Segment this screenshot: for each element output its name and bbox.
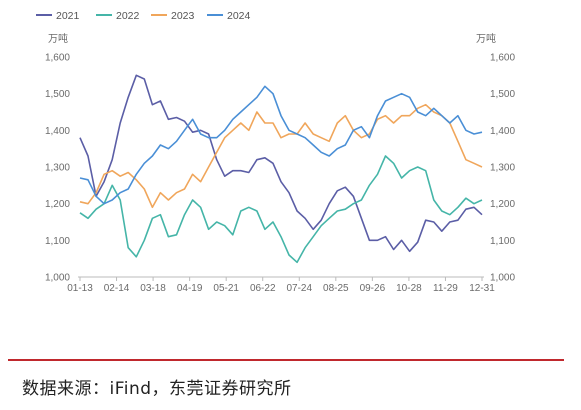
legend-label: 2023 bbox=[171, 10, 195, 22]
y-tick-label-left: 1,000 bbox=[45, 273, 70, 284]
x-tick-label: 01-13 bbox=[67, 283, 93, 294]
legend-item-2023[interactable]: 2023 bbox=[151, 10, 195, 22]
y-tick-label-left: 1,500 bbox=[45, 89, 70, 100]
x-tick-label: 09-26 bbox=[360, 283, 386, 294]
series-line-2022 bbox=[79, 155, 483, 264]
x-tick-label: 12-31 bbox=[469, 283, 495, 294]
legend-item-2022[interactable]: 2022 bbox=[96, 10, 140, 22]
x-tick-label: 06-22 bbox=[250, 283, 276, 294]
series-line-2021 bbox=[79, 74, 483, 253]
y-tick-label-left: 1,200 bbox=[45, 199, 70, 210]
y-tick-label-right: 1,500 bbox=[490, 89, 515, 100]
series-line-2024 bbox=[79, 85, 483, 205]
x-tick-label: 05-21 bbox=[213, 283, 239, 294]
y-tick-label-left: 1,400 bbox=[45, 126, 70, 137]
x-tick-label: 04-19 bbox=[177, 283, 203, 294]
legend-label: 2022 bbox=[116, 10, 140, 22]
legend-item-2024[interactable]: 2024 bbox=[207, 10, 251, 22]
y-tick-label-left: 1,300 bbox=[45, 163, 70, 174]
y-tick-label-right: 1,000 bbox=[490, 273, 515, 284]
y-tick-label-left: 1,100 bbox=[45, 236, 70, 247]
y-tick-label-right: 1,100 bbox=[490, 236, 515, 247]
x-tick-label: 11-29 bbox=[433, 283, 458, 294]
y-tick-label-right: 1,600 bbox=[490, 53, 515, 64]
source-note: 数据来源：iFind，东莞证券研究所 bbox=[22, 379, 292, 399]
x-tick-label: 03-18 bbox=[140, 283, 166, 294]
series-line-2023 bbox=[79, 103, 483, 209]
series-lines bbox=[79, 74, 483, 264]
x-axis: 01-13 02-14 03-18 04-19 05-21 06-22 07-24 08-25… bbox=[67, 277, 495, 294]
x-tick-label: 07-24 bbox=[286, 283, 312, 294]
y-tick-label-right: 1,200 bbox=[490, 199, 515, 210]
x-tick-label: 08-25 bbox=[323, 283, 349, 294]
x-tick-label: 02-14 bbox=[104, 283, 130, 294]
legend: 2021 2022 2023 2024 bbox=[36, 10, 251, 22]
y-axis-right: 1,000 1,100 1,200 1,300 1,400 1,500 1,600 bbox=[490, 53, 515, 284]
x-tick-label: 10-28 bbox=[396, 283, 422, 294]
source-divider bbox=[8, 359, 564, 361]
left-unit-label: 万吨 bbox=[48, 32, 68, 45]
y-axis-left: 1,000 1,100 1,200 1,300 1,400 1,500 1,600 bbox=[45, 53, 70, 284]
y-tick-label-right: 1,400 bbox=[490, 126, 515, 137]
legend-item-2021[interactable]: 2021 bbox=[36, 10, 80, 22]
y-tick-label-right: 1,300 bbox=[490, 163, 515, 174]
legend-label: 2024 bbox=[227, 10, 251, 22]
chart: 2021 2022 2023 2024 万吨 万吨 1,0001,1001,2001,… bbox=[36, 10, 515, 294]
right-unit-label: 万吨 bbox=[476, 32, 496, 45]
y-tick-label-left: 1,600 bbox=[45, 53, 70, 64]
legend-label: 2021 bbox=[56, 10, 80, 22]
